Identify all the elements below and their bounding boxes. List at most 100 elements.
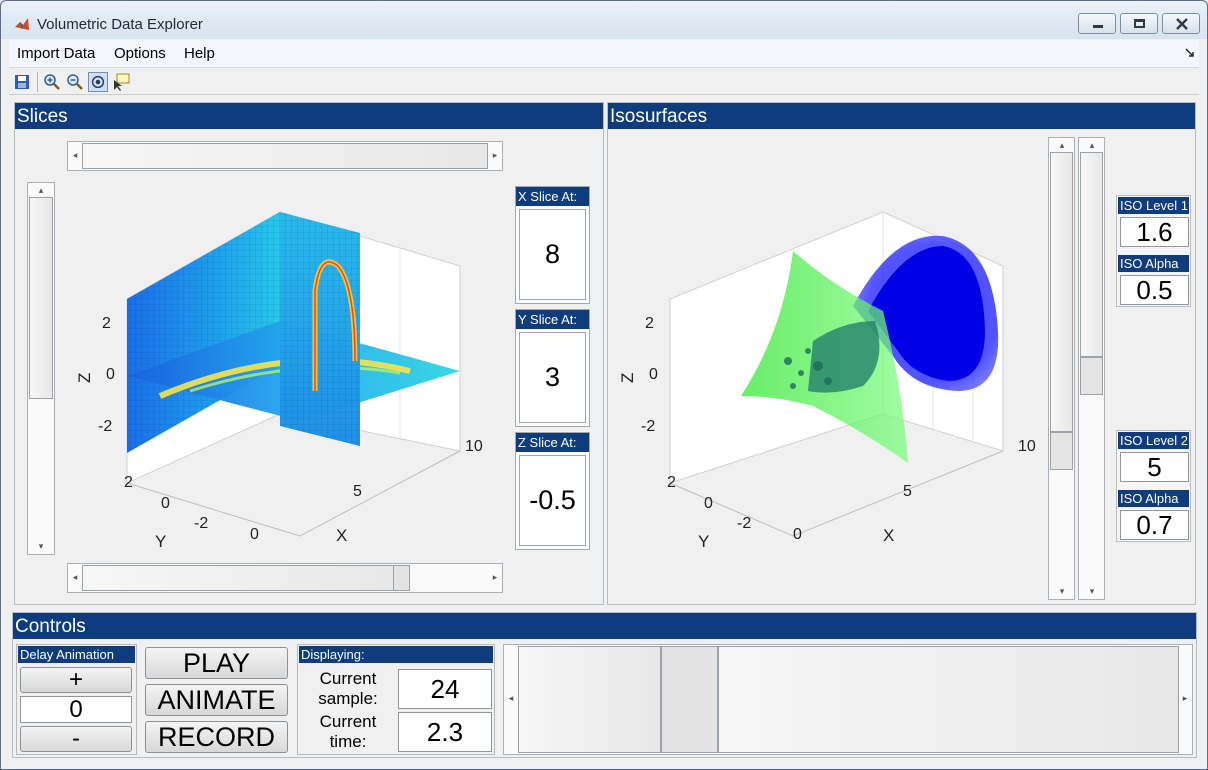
minimize-button[interactable] <box>1078 13 1116 34</box>
data-cursor-icon[interactable] <box>111 72 131 92</box>
y-slice-label: Y Slice At: <box>516 310 589 329</box>
current-time-label-line2: time: <box>329 732 367 751</box>
zoom-out-icon[interactable] <box>65 72 85 92</box>
scroll-down-icon[interactable]: ▾ <box>38 541 44 551</box>
maximize-button[interactable] <box>1120 13 1158 34</box>
x-axis-label: X <box>883 526 894 545</box>
z-slice-label: Z Slice At: <box>516 433 589 452</box>
controls-panel-title: Controls <box>13 613 1196 639</box>
scroll-thumb[interactable] <box>393 565 410 591</box>
iso-2-group: ISO Level 2 5 ISO Alpha 2 0.7 <box>1116 430 1191 542</box>
iso-alpha-1-value[interactable]: 0.5 <box>1120 275 1189 305</box>
scroll-up-icon[interactable]: ▴ <box>1059 140 1065 150</box>
delay-value[interactable]: 0 <box>20 696 132 723</box>
scroll-down-icon[interactable]: ▾ <box>1059 586 1065 596</box>
z-axis-label: Z <box>618 373 637 383</box>
y-tick: -2 <box>194 515 208 532</box>
x-axis-label: X <box>336 526 347 545</box>
animate-button[interactable]: ANIMATE <box>145 684 288 716</box>
iso-level-2-label: ISO Level 2 <box>1118 432 1189 449</box>
displaying-group: Displaying: Current sample: 24 Current t… <box>297 644 495 755</box>
matlab-icon <box>15 18 29 30</box>
delay-increase-button[interactable]: + <box>20 667 132 693</box>
iso-alpha-2-value[interactable]: 0.7 <box>1120 510 1189 540</box>
scroll-track-top[interactable] <box>1080 152 1103 357</box>
delay-decrease-button[interactable]: - <box>20 726 132 752</box>
x-tick: 10 <box>465 438 483 455</box>
y-tick: 2 <box>667 474 676 491</box>
x-tick: 5 <box>903 483 912 500</box>
current-time-value: 2.3 <box>398 712 492 752</box>
z-tick: -2 <box>98 418 112 435</box>
x-slice-label: X Slice At: <box>516 187 589 206</box>
zoom-in-icon[interactable] <box>42 72 62 92</box>
scroll-thumb[interactable] <box>82 143 488 169</box>
scroll-thumb[interactable] <box>1050 432 1073 470</box>
y-slice-value[interactable]: 3 <box>519 332 586 423</box>
time-scrollbar[interactable]: ◂ ▸ <box>503 644 1193 755</box>
z-tick: 2 <box>102 315 111 332</box>
iso-alpha-1-label: ISO Alpha 1 <box>1118 255 1189 286</box>
scroll-thumb[interactable] <box>29 197 53 399</box>
title-bar[interactable]: Volumetric Data Explorer <box>1 1 1207 39</box>
z-axis-label: Z <box>75 373 94 383</box>
menu-bar: Import Data Options Help <box>9 40 1199 68</box>
slices-panel: Slices ◂ ▸ ▴ ▾ ◂ ▸ <box>14 102 604 605</box>
current-sample-label: Current sample: <box>306 669 390 709</box>
y-tick: -2 <box>737 515 751 532</box>
iso-level-1-value[interactable]: 1.6 <box>1120 217 1189 247</box>
scroll-thumb[interactable] <box>1080 357 1103 395</box>
window-title: Volumetric Data Explorer <box>37 16 203 33</box>
iso-level-1-slider[interactable]: ▴ ▾ <box>1078 137 1105 600</box>
minimize-icon <box>1093 25 1103 28</box>
toolbar <box>9 69 1199 95</box>
scroll-up-icon[interactable]: ▴ <box>38 185 44 195</box>
scroll-right-icon[interactable]: ▸ <box>492 150 498 160</box>
menu-import-data[interactable]: Import Data <box>17 45 96 62</box>
current-time-label-line1: Current <box>319 712 377 731</box>
scroll-right-icon[interactable]: ▸ <box>1182 693 1188 703</box>
x-slice-value[interactable]: 8 <box>519 209 586 300</box>
record-button[interactable]: RECORD <box>145 721 288 753</box>
restore-icon <box>1134 19 1145 28</box>
scroll-up-icon[interactable]: ▴ <box>1089 140 1095 150</box>
z-tick: 0 <box>649 366 658 383</box>
close-button[interactable] <box>1162 13 1200 34</box>
slices-plot[interactable]: 2 0 -2 Z 2 0 -2 Y 0 5 10 X <box>70 191 505 561</box>
scroll-right-icon[interactable]: ▸ <box>492 572 498 582</box>
delay-animation-group: Delay Animation + 0 - <box>16 644 137 755</box>
current-sample-label-line1: Current <box>319 669 377 688</box>
scroll-track-left[interactable] <box>518 646 661 753</box>
slices-left-scrollbar[interactable]: ▴ ▾ <box>27 182 55 555</box>
scroll-track-right[interactable] <box>718 646 1179 753</box>
iso-1-group: ISO Level 1 1.6 ISO Alpha 1 0.5 <box>1116 195 1191 307</box>
y-axis-label: Y <box>698 532 709 551</box>
z-tick: 2 <box>645 315 654 332</box>
current-sample-value: 24 <box>398 669 492 709</box>
iso-level-2-value[interactable]: 5 <box>1120 452 1189 482</box>
scroll-down-icon[interactable]: ▾ <box>1089 586 1095 596</box>
scroll-left-icon[interactable]: ◂ <box>72 150 78 160</box>
z-tick: 0 <box>106 366 115 383</box>
scroll-left-icon[interactable]: ◂ <box>508 693 514 703</box>
dock-arrow-icon[interactable] <box>1185 48 1194 57</box>
iso-level-2-slider[interactable]: ▴ ▾ <box>1048 137 1075 600</box>
scroll-left-icon[interactable]: ◂ <box>72 572 78 582</box>
y-axis-label: Y <box>155 532 166 551</box>
scroll-track-top[interactable] <box>1050 152 1073 432</box>
scroll-track-left[interactable] <box>82 565 410 591</box>
menu-help[interactable]: Help <box>184 45 215 62</box>
scroll-thumb[interactable] <box>661 646 718 753</box>
slices-top-scrollbar[interactable]: ◂ ▸ <box>67 141 503 171</box>
x-tick: 0 <box>250 526 259 543</box>
slices-bottom-scrollbar[interactable]: ◂ ▸ <box>67 563 503 593</box>
isosurfaces-plot[interactable]: 2 0 -2 Z 2 0 -2 Y 0 5 10 X <box>613 191 1048 561</box>
controls-panel: Controls Delay Animation + 0 - PLAY ANIM… <box>12 612 1197 758</box>
play-button[interactable]: PLAY <box>145 647 288 679</box>
save-icon[interactable] <box>12 72 32 92</box>
menu-options[interactable]: Options <box>114 45 166 62</box>
rotate-3d-icon[interactable] <box>88 72 108 92</box>
current-sample-label-line2: sample: <box>318 689 378 708</box>
z-slice-value[interactable]: -0.5 <box>519 455 586 546</box>
